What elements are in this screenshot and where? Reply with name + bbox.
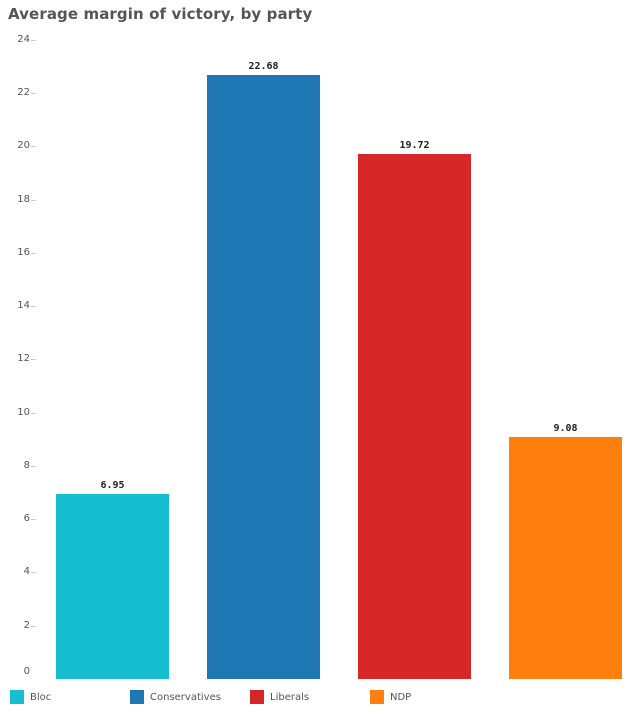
y-tick-label: 22 (17, 87, 30, 98)
bar-liberals[interactable] (358, 154, 471, 679)
bar-value-label: 19.72 (399, 140, 430, 151)
legend-label: Conservatives (150, 691, 221, 703)
y-tick: 2 (0, 620, 36, 638)
y-tick-label: 18 (17, 194, 30, 205)
y-tick: 14 (0, 300, 36, 318)
y-tick-label: 8 (23, 460, 30, 471)
bar-bloc[interactable] (56, 494, 169, 679)
chart-title: Average margin of victory, by party (8, 5, 313, 23)
y-tick-mark (31, 519, 36, 520)
y-tick: 8 (0, 460, 36, 478)
legend-item-liberals[interactable]: Liberals (250, 690, 309, 704)
y-tick-label: 2 (23, 620, 30, 631)
y-tick: 0 (0, 666, 36, 684)
y-tick-mark (31, 306, 36, 307)
bar-value-label: 9.08 (553, 423, 578, 434)
y-tick-label: 6 (23, 513, 30, 524)
y-tick-mark (31, 413, 36, 414)
legend-swatch (10, 690, 24, 704)
bar-value-label: 6.95 (100, 480, 125, 491)
y-tick-label: 14 (17, 300, 30, 311)
y-tick-mark (31, 200, 36, 201)
y-tick-label: 0 (23, 666, 30, 677)
y-tick: 6 (0, 513, 36, 531)
y-tick-label: 16 (17, 247, 30, 258)
legend-label: NDP (390, 691, 412, 703)
y-tick-label: 12 (17, 353, 30, 364)
legend-label: Bloc (30, 691, 52, 703)
y-tick: 24 (0, 34, 36, 52)
y-tick-mark (31, 40, 36, 41)
bar-value-label: 22.68 (248, 61, 279, 72)
y-tick-mark (31, 146, 36, 147)
y-tick: 16 (0, 247, 36, 265)
legend-item-bloc[interactable]: Bloc (10, 690, 51, 704)
y-tick-label: 10 (17, 407, 30, 418)
y-tick-mark (31, 359, 36, 360)
y-tick-label: 4 (23, 566, 30, 577)
legend-item-ndp[interactable]: NDP (370, 690, 411, 704)
bar-ndp[interactable] (509, 437, 622, 679)
y-tick-label: 20 (17, 140, 30, 151)
y-tick-mark (31, 253, 36, 254)
y-tick-mark (31, 572, 36, 573)
y-tick: 12 (0, 353, 36, 371)
y-tick-label: 24 (17, 34, 30, 45)
y-tick: 18 (0, 194, 36, 212)
y-tick-mark (31, 93, 36, 94)
legend-label: Liberals (270, 691, 310, 703)
y-tick: 4 (0, 566, 36, 584)
y-tick-mark (31, 466, 36, 467)
legend-swatch (130, 690, 144, 704)
bar-conservatives[interactable] (207, 75, 320, 679)
legend-swatch (250, 690, 264, 704)
legend-item-conservatives[interactable]: Conservatives (130, 690, 221, 704)
y-tick: 10 (0, 407, 36, 425)
legend-swatch (370, 690, 384, 704)
y-tick: 22 (0, 87, 36, 105)
y-tick: 20 (0, 140, 36, 158)
y-tick-mark (31, 626, 36, 627)
